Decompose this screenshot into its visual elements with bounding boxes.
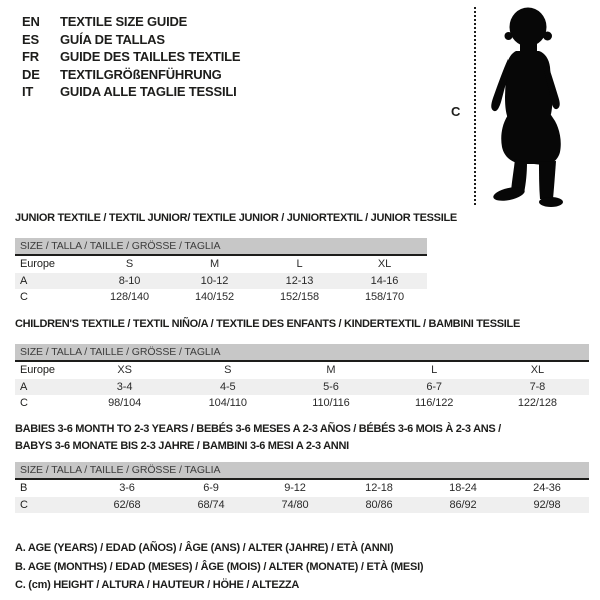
children-table-section: CHILDREN'S TEXTILE / TEXTIL NIÑO/A / TEX… (15, 318, 589, 412)
legend-line-c: C. (cm) HEIGHT / ALTURA / HAUTEUR / HÖHE… (15, 579, 300, 591)
size-cell: 9-12 (284, 482, 306, 495)
babies-size-table: B 3-6 6-9 9-12 12-18 18-24 24-36 C 62/68… (15, 480, 589, 513)
lang-row-en: EN TEXTILE SIZE GUIDE (22, 13, 240, 31)
size-header-bar: SIZE / TALLA / TAILLE / GRÖSSE / TAGLIA (15, 238, 427, 256)
lang-label: TEXTILGRÖßENFÜHRUNG (60, 66, 222, 82)
size-cell: 98/104 (108, 397, 142, 410)
size-cell: M (326, 364, 336, 377)
row-label-cell: A (20, 380, 28, 393)
size-cell: 158/170 (364, 291, 405, 304)
table-row: C 98/104 104/110 110/116 116/122 122/128 (15, 395, 589, 412)
junior-size-table: Europe S M L XL A 8-10 10-12 12-13 14-16… (15, 256, 427, 306)
row-label-cell: Europe (20, 258, 55, 271)
children-table-title: CHILDREN'S TEXTILE / TEXTIL NIÑO/A / TEX… (15, 318, 520, 330)
table-row: C 128/140 140/152 152/158 158/170 (15, 289, 427, 306)
junior-table-title: JUNIOR TEXTILE / TEXTIL JUNIOR/ TEXTILE … (15, 212, 457, 224)
lang-code: FR (22, 49, 39, 64)
junior-table-section: JUNIOR TEXTILE / TEXTIL JUNIOR/ TEXTILE … (15, 212, 457, 306)
size-cell: 140/152 (194, 291, 235, 304)
row-label-cell: C (20, 291, 28, 304)
lang-label: GUIDA ALLE TAGLIE TESSILI (60, 84, 237, 99)
size-cell: 4-5 (219, 380, 236, 393)
lang-label: GUIDE DES TAILLES TEXTILE (60, 49, 241, 64)
size-cell: 80/86 (365, 498, 393, 511)
size-cell: 18-24 (449, 482, 477, 495)
babies-table-title-line2: BABYS 3-6 MONATE BIS 2-3 JAHRE / BAMBINI… (15, 440, 349, 452)
size-header-bar: SIZE / TALLA / TAILLE / GRÖSSE / TAGLIA (15, 344, 589, 362)
lang-row-de: DE TEXTILGRÖßENFÜHRUNG (22, 66, 240, 84)
lang-code: ES (22, 31, 39, 47)
lang-row-it: IT GUIDA ALLE TAGLIE TESSILI (22, 83, 240, 101)
size-cell: 86/92 (449, 498, 477, 511)
size-cell: 10-12 (200, 274, 229, 287)
size-cell: 5-6 (323, 380, 339, 393)
size-cell: 8-10 (118, 274, 141, 287)
size-cell: L (296, 258, 303, 271)
size-cell: 110/116 (312, 397, 350, 410)
size-cell: 128/140 (109, 291, 150, 304)
size-cell: S (224, 364, 232, 377)
size-cell: XS (117, 364, 132, 377)
size-cell: 12-18 (365, 482, 393, 495)
children-size-table: Europe XS S M L XL A 3-4 4-5 5-6 6-7 7-8… (15, 362, 589, 412)
size-cell: 152/158 (279, 291, 320, 304)
size-cell: 122/128 (517, 397, 557, 410)
size-cell: S (125, 258, 134, 271)
table-row: A 8-10 10-12 12-13 14-16 (15, 272, 427, 289)
lang-row-fr: FR GUIDE DES TAILLES TEXTILE (22, 48, 241, 66)
row-label-cell: C (20, 498, 28, 511)
babies-table-title-line1: BABIES 3-6 MONTH TO 2-3 YEARS / BEBÉS 3-… (15, 423, 501, 435)
lang-row-es: ES GUÍA DE TALLAS (22, 31, 240, 49)
size-cell: 14-16 (370, 274, 399, 287)
size-cell: XL (530, 364, 544, 377)
size-cell: L (431, 364, 438, 377)
size-cell: 62/68 (113, 498, 141, 511)
size-cell: 104/110 (208, 397, 247, 410)
size-cell: 3-4 (116, 380, 133, 393)
lang-label: TEXTILE SIZE GUIDE (60, 14, 188, 29)
size-cell: 74/80 (281, 498, 309, 511)
lang-code: DE (22, 66, 40, 82)
size-cell: 68/74 (197, 498, 225, 511)
height-measure-label: C (451, 104, 461, 119)
size-cell: 6-7 (426, 380, 442, 393)
row-label-cell: Europe (20, 364, 55, 377)
table-row: Europe XS S M L XL (15, 362, 589, 379)
table-row: C 62/68 68/74 74/80 80/86 86/92 92/98 (15, 496, 589, 513)
size-cell: 3-6 (119, 482, 135, 495)
height-measure-dotted-line (474, 7, 476, 205)
row-label-cell: B (20, 482, 28, 495)
row-label-cell: A (20, 274, 28, 287)
legend-line-b: B. AGE (MONTHS) / EDAD (MESES) / ÂGE (MO… (15, 560, 424, 573)
measure-legend: A. AGE (YEARS) / EDAD (AÑOS) / ÂGE (ANS)… (15, 539, 424, 595)
size-cell: M (209, 258, 220, 271)
size-cell: 24-36 (533, 482, 561, 495)
babies-table-section: BABIES 3-6 MONTH TO 2-3 YEARS / BEBÉS 3-… (15, 421, 589, 513)
lang-label: GUÍA DE TALLAS (60, 31, 165, 47)
language-title-list: EN TEXTILE SIZE GUIDE ES GUÍA DE TALLAS … (22, 13, 241, 101)
size-cell: XL (377, 258, 392, 271)
size-cell: 116/122 (415, 397, 454, 410)
row-label-cell: C (20, 397, 28, 410)
size-cell: 92/98 (533, 498, 561, 511)
table-row: B 3-6 6-9 9-12 12-18 18-24 24-36 (15, 480, 589, 497)
size-cell: 12-13 (285, 274, 314, 287)
size-cell: 6-9 (203, 482, 219, 495)
size-cell: 7-8 (529, 380, 546, 393)
legend-line-a: A. AGE (YEARS) / EDAD (AÑOS) / ÂGE (ANS)… (15, 542, 394, 554)
table-row: A 3-4 4-5 5-6 6-7 7-8 (15, 378, 589, 395)
lang-code: IT (22, 84, 34, 99)
size-header-bar: SIZE / TALLA / TAILLE / GRÖSSE / TAGLIA (15, 462, 589, 480)
baby-silhouette-icon (491, 7, 563, 207)
lang-code: EN (22, 14, 40, 29)
table-row: Europe S M L XL (15, 256, 427, 273)
